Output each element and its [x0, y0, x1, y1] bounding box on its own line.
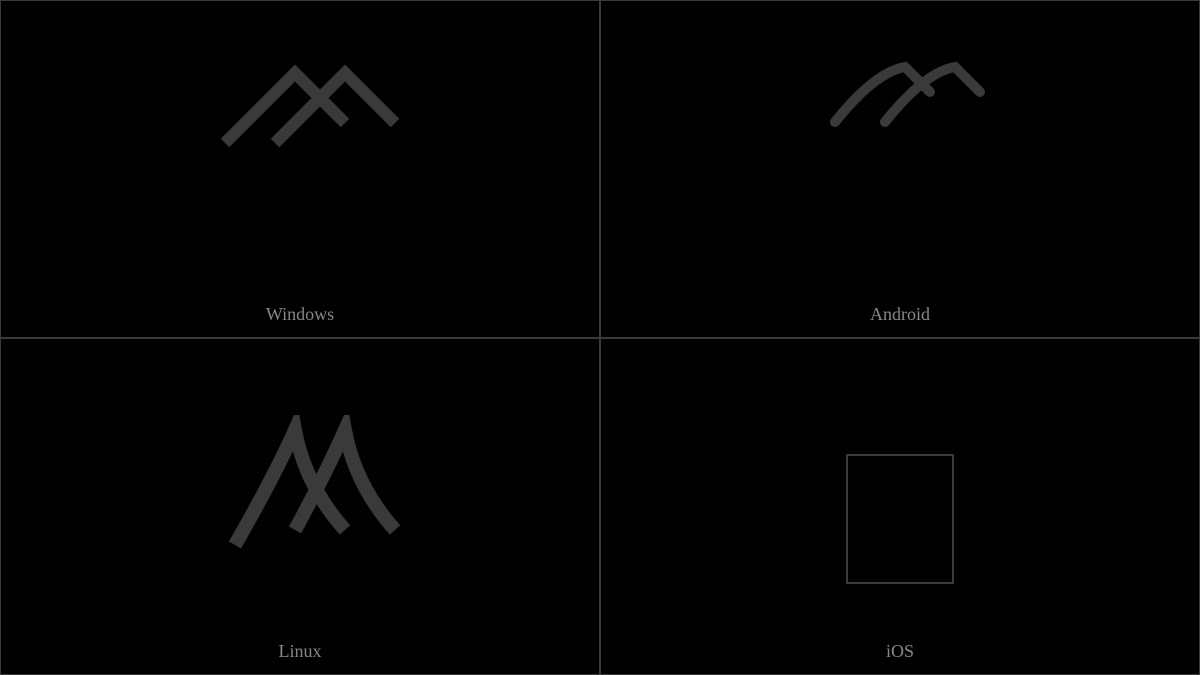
cell-windows: Windows — [0, 0, 600, 338]
os-label-windows: Windows — [266, 304, 334, 325]
glyph-android — [800, 52, 1000, 142]
glyph-svg-android — [800, 52, 1000, 142]
os-label-android: Android — [870, 304, 930, 325]
os-label-ios: iOS — [886, 641, 914, 662]
glyph-svg-windows — [200, 48, 400, 158]
glyph-linux — [200, 415, 400, 555]
glyph-svg-linux — [200, 415, 400, 555]
glyph-missing-ios — [846, 454, 954, 584]
cell-linux: Linux — [0, 338, 600, 675]
glyph-windows — [200, 48, 400, 158]
os-label-linux: Linux — [279, 641, 322, 662]
cell-ios: iOS — [600, 338, 1200, 675]
cell-android: Android — [600, 0, 1200, 338]
